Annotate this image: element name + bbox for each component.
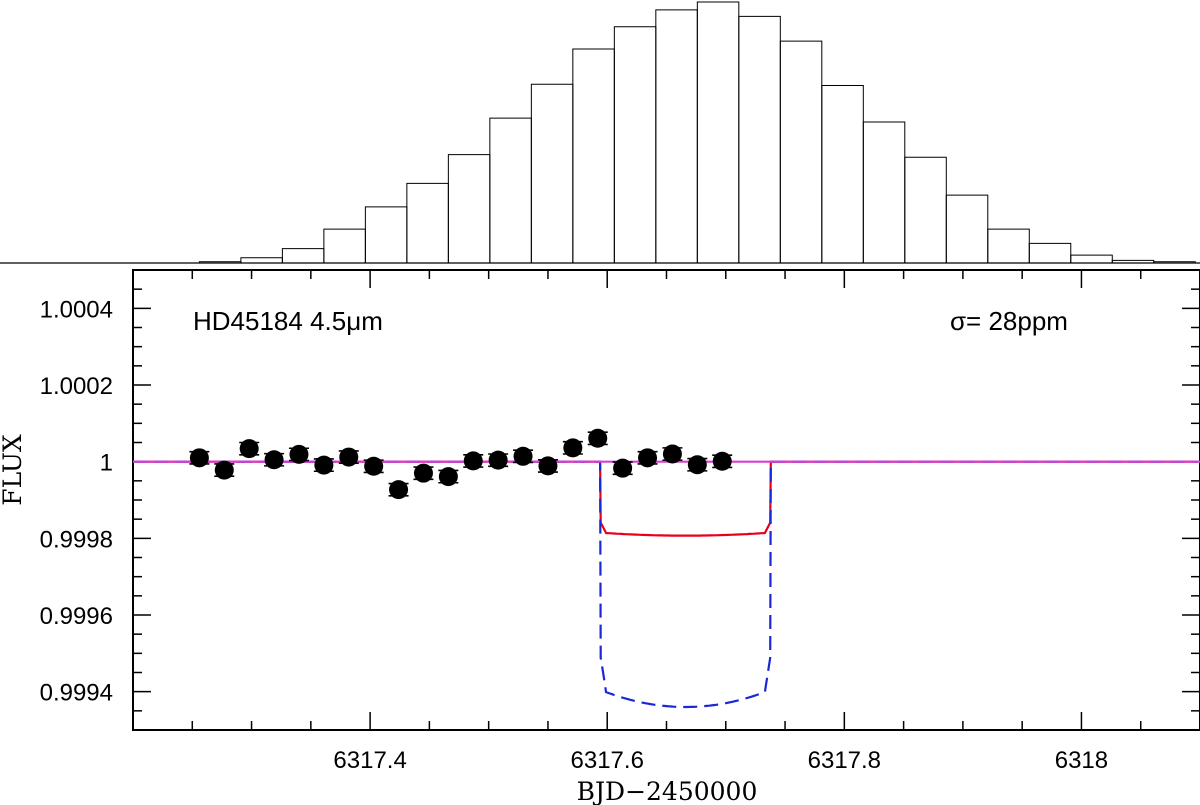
data-marker <box>538 456 558 476</box>
data-point-9 <box>413 463 434 483</box>
data-marker <box>638 448 658 468</box>
x-tick-label: 6317.8 <box>808 747 881 774</box>
data-point-13 <box>513 446 534 466</box>
y-tick-label: 0.9994 <box>40 680 113 707</box>
data-marker <box>214 460 234 480</box>
histogram-bin-7 <box>489 117 532 263</box>
plot-border <box>132 269 1200 731</box>
data-marker <box>189 448 209 468</box>
histogram-bin-18 <box>945 194 989 263</box>
data-point-14 <box>537 456 558 476</box>
data-marker <box>488 450 508 470</box>
model-curves <box>133 460 1200 709</box>
data-point-15 <box>562 438 583 458</box>
data-marker <box>712 451 732 471</box>
data-point-11 <box>463 451 484 471</box>
histogram-bin-14 <box>779 40 823 263</box>
data-point-19 <box>662 444 683 464</box>
y-tick-label: 1.0002 <box>40 373 113 400</box>
histogram-bin-10 <box>613 26 657 263</box>
histogram-bin-21 <box>1070 254 1113 263</box>
histogram-bin-17 <box>904 156 947 263</box>
histogram-bin-12 <box>696 1 740 263</box>
histogram-bin-11 <box>655 9 698 263</box>
histogram-bin-5 <box>406 182 449 263</box>
data-marker <box>339 447 359 467</box>
y-tick-label: 0.9996 <box>40 603 113 630</box>
histogram-bin-4 <box>364 206 408 263</box>
data-marker <box>364 456 384 476</box>
histogram-bin-16 <box>862 121 906 263</box>
data-marker <box>588 428 608 448</box>
data-point-4 <box>288 444 309 464</box>
x-tick-label: 6317.4 <box>333 747 406 774</box>
axis-ticks <box>132 269 1200 731</box>
red-transit-model <box>133 460 1198 537</box>
noise-label: σ= 28ppm <box>950 306 1068 336</box>
histogram-bin-15 <box>821 85 864 263</box>
blue-dashed-transit-model <box>133 460 1198 709</box>
data-marker <box>289 444 309 464</box>
data-point-10 <box>438 467 459 487</box>
histogram-bin-13 <box>738 15 781 263</box>
data-point-2 <box>239 439 260 459</box>
histogram-bin-2 <box>281 248 325 263</box>
data-point-16 <box>587 428 608 448</box>
plot-frame <box>132 269 1200 731</box>
data-marker <box>463 451 483 471</box>
histogram-bin-1 <box>240 257 283 263</box>
data-point-17 <box>612 458 633 478</box>
data-marker <box>264 450 284 470</box>
data-marker <box>613 458 633 478</box>
histogram-panel <box>0 1 1200 264</box>
data-marker <box>563 438 583 458</box>
data-point-12 <box>488 450 509 470</box>
data-point-7 <box>363 456 384 476</box>
target-label: HD45184 4.5μm <box>193 306 383 336</box>
x-tick-label: 6318 <box>1055 747 1108 774</box>
data-point-6 <box>338 447 359 467</box>
data-point-0 <box>189 448 210 468</box>
data-point-8 <box>388 480 409 500</box>
data-point-3 <box>264 450 285 470</box>
data-marker <box>389 480 409 500</box>
data-point-20 <box>687 455 708 475</box>
histogram-bin-20 <box>1028 242 1072 263</box>
data-point-21 <box>712 451 733 471</box>
x-axis-title: BJD−2450000 <box>577 777 758 805</box>
histogram-bin-3 <box>323 228 366 263</box>
data-point-1 <box>214 460 235 480</box>
y-tick-label: 1 <box>100 450 113 477</box>
data-points <box>189 428 733 500</box>
data-marker <box>314 455 334 475</box>
data-point-18 <box>637 448 658 468</box>
data-marker <box>513 446 533 466</box>
data-marker <box>662 444 682 464</box>
x-tick-label: 6317.6 <box>571 747 644 774</box>
data-point-5 <box>313 455 334 475</box>
data-marker <box>687 455 707 475</box>
y-tick-label: 1.0004 <box>40 296 113 323</box>
histogram-bin-8 <box>530 83 574 263</box>
data-marker <box>438 467 458 487</box>
histogram-bin-19 <box>987 228 1030 263</box>
histogram-bin-6 <box>447 154 491 263</box>
histogram-bin-23 <box>1153 261 1196 263</box>
data-marker <box>413 463 433 483</box>
histogram-bin-9 <box>572 48 615 263</box>
data-marker <box>239 439 259 459</box>
y-tick-label: 0.9998 <box>40 526 113 553</box>
y-axis-title: FLUX <box>0 434 27 506</box>
axis-labels: 6317.4 6317.6 6317.8 6318 0.9994 0.9996 0.9998… <box>40 296 1109 774</box>
